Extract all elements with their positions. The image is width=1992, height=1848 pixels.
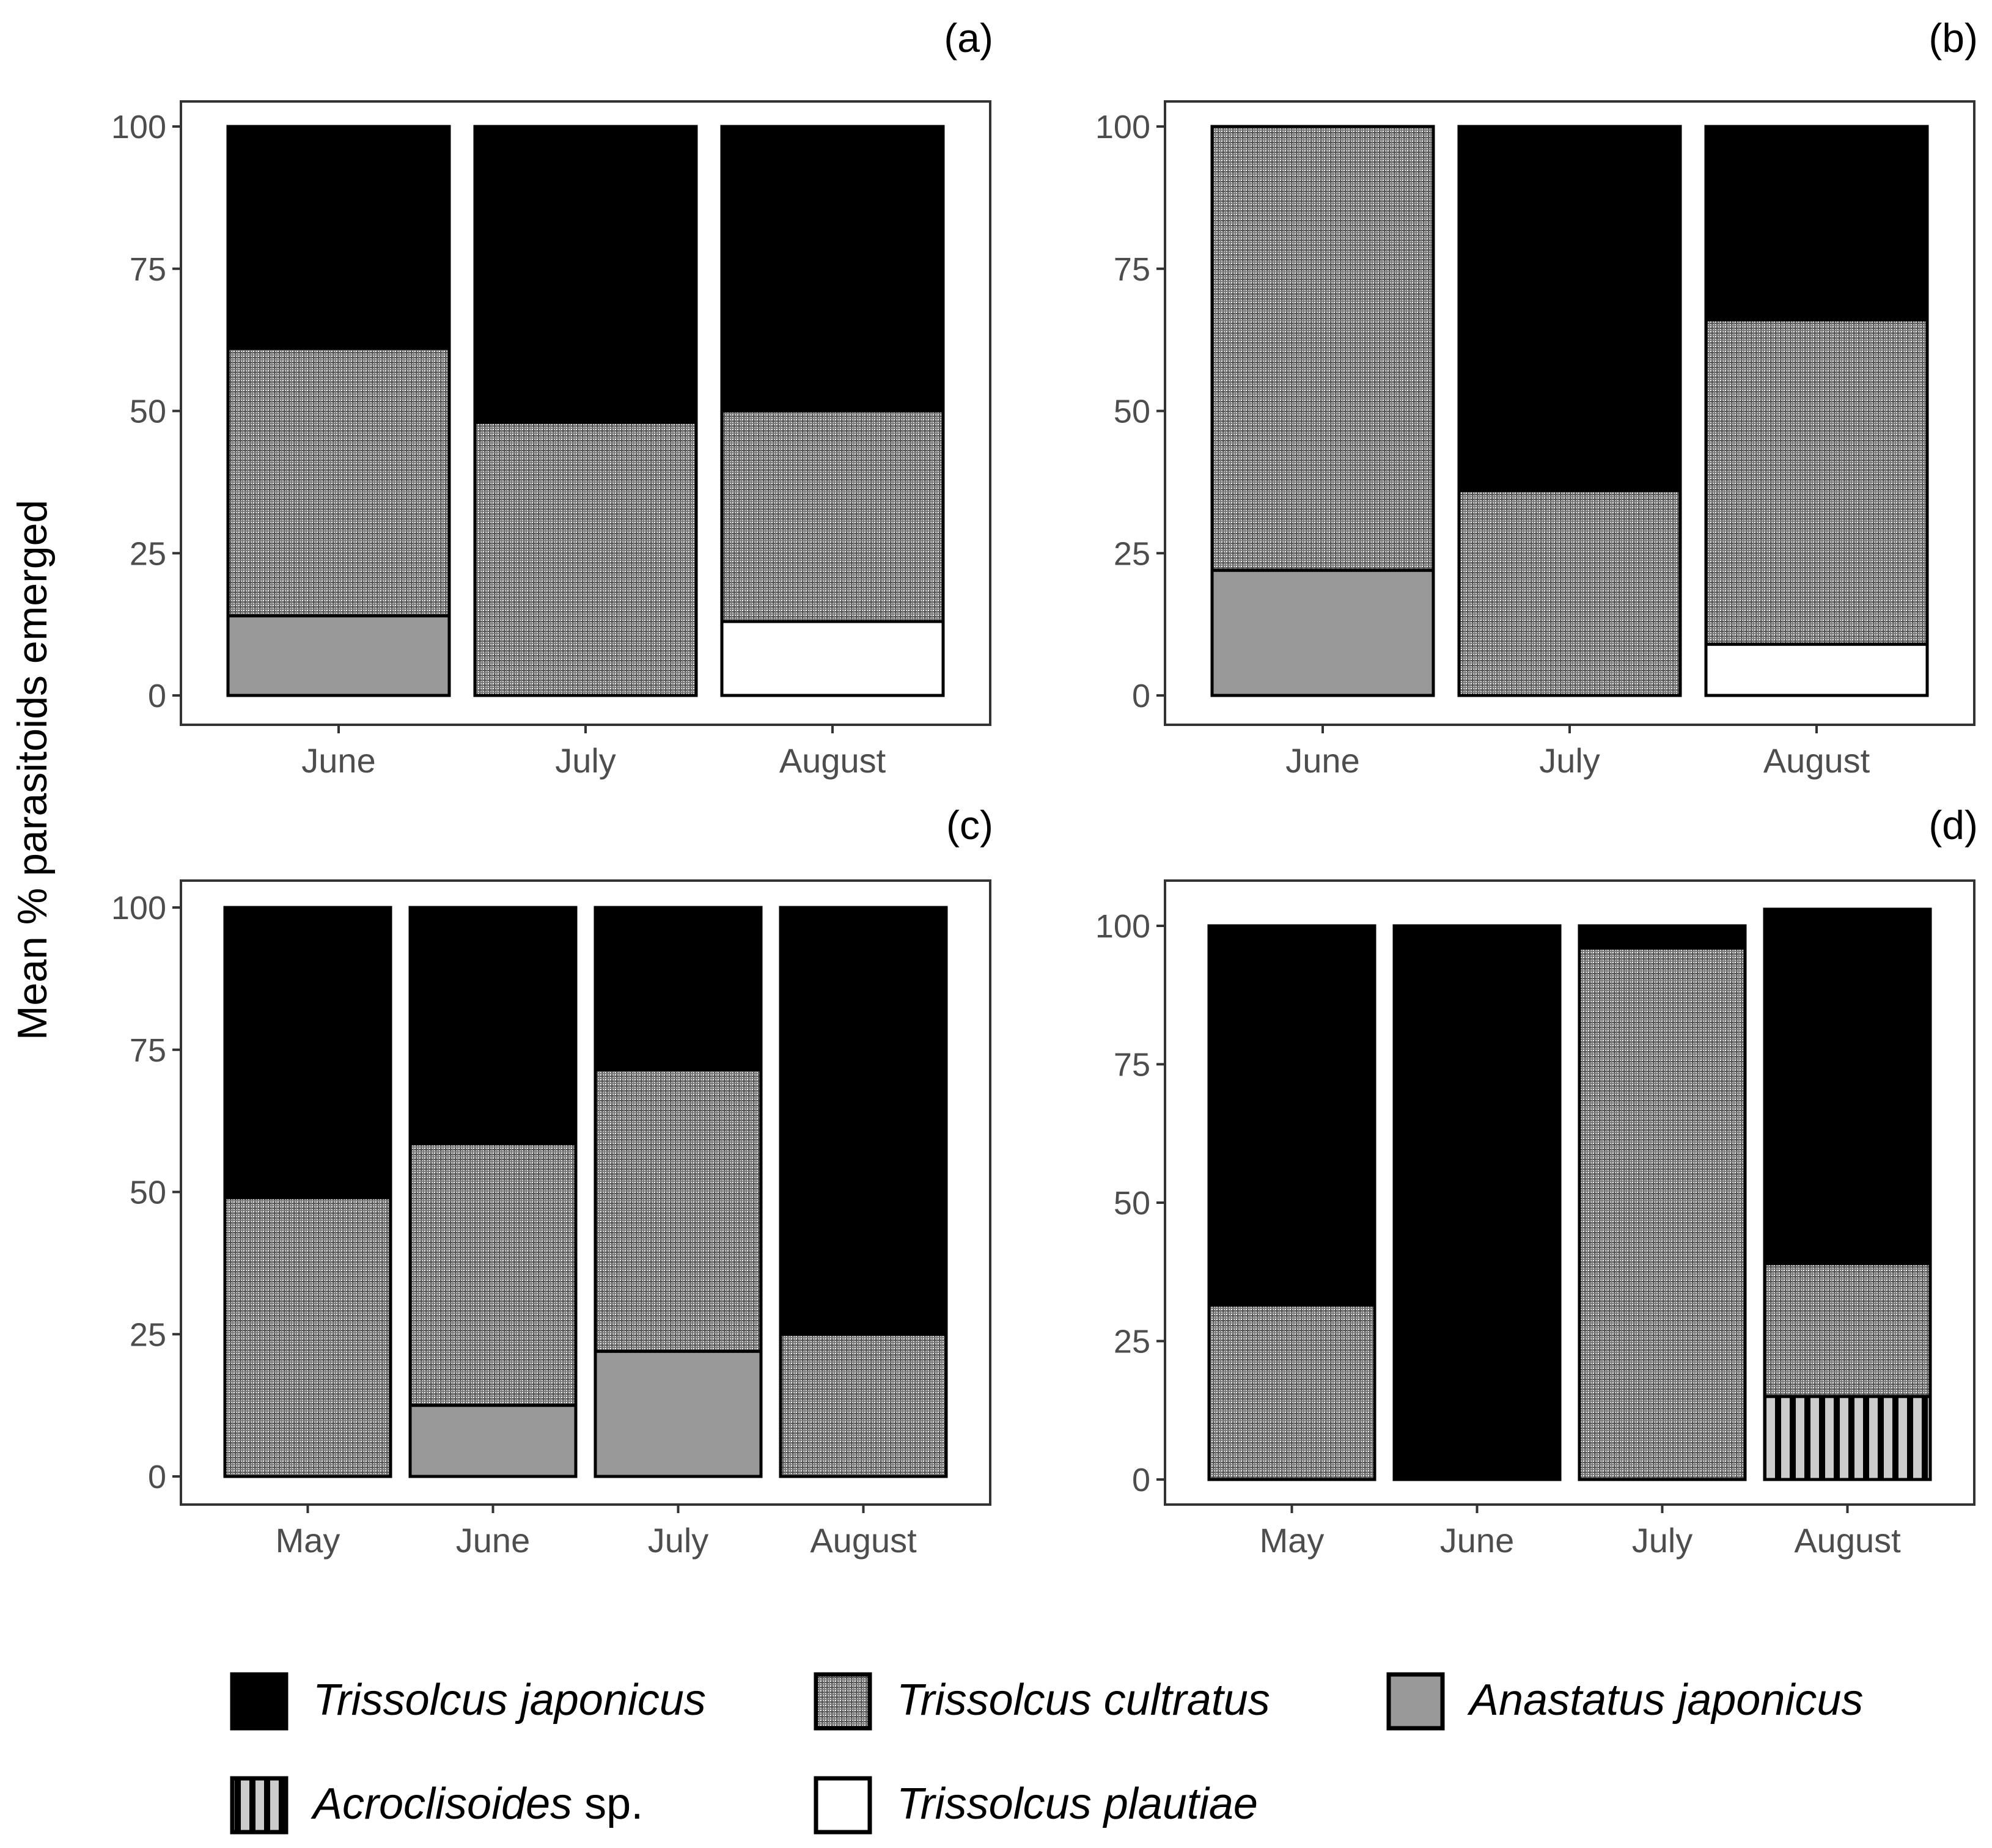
x-tick-label: July (1539, 741, 1600, 780)
legend-label-trissolcus-plautiae: Trissolcus plautiae (897, 1780, 1258, 1828)
bar-segment-trissolcus-japonicus (779, 906, 948, 1336)
x-tick-label: June (1285, 741, 1359, 780)
bar-segment-trissolcus-japonicus (223, 906, 392, 1200)
bar-segment-trissolcus-plautiae (1704, 642, 1929, 697)
legend-swatch-acroclisoides (230, 1776, 289, 1835)
panel-label: (a) (944, 15, 993, 61)
legend-species-name: Anastatus japonicus (1467, 1676, 1863, 1725)
legend-label-trissolcus-cultratus: Trissolcus cultratus (897, 1676, 1270, 1725)
bar-segment-trissolcus-cultratus (1457, 489, 1682, 697)
y-tick-label: 50 (1114, 1185, 1150, 1222)
bar-segment-anastatus-japonicus (226, 614, 451, 697)
y-tick-label: 0 (1132, 1462, 1150, 1498)
legend-species-name: Trissolcus plautiae (897, 1780, 1258, 1828)
y-tick-label: 0 (1132, 678, 1150, 714)
bar-segment-trissolcus-cultratus (223, 1196, 392, 1478)
y-tick-label: 75 (130, 1032, 166, 1069)
bar-segment-trissolcus-cultratus (594, 1068, 763, 1353)
bar-segment-trissolcus-cultratus (779, 1332, 948, 1478)
bar-segment-acroclisoides-sp (1763, 1395, 1932, 1481)
x-tick-label: August (1763, 741, 1870, 780)
y-tick-label: 50 (1114, 394, 1150, 430)
bar-segment-trissolcus-japonicus (1578, 924, 1747, 950)
bar-segment-trissolcus-plautiae (720, 620, 945, 697)
y-tick-label: 25 (130, 1316, 166, 1353)
legend-species-name: Trissolcus japonicus (313, 1676, 706, 1725)
y-tick-label: 100 (1095, 908, 1150, 945)
y-tick-label: 100 (111, 109, 166, 145)
x-tick-label: August (779, 741, 886, 780)
legend-label-trissolcus-japonicus: Trissolcus japonicus (313, 1676, 706, 1725)
panel-d: (d) 0 25 50 75 100 May June July August (1095, 802, 1978, 1560)
y-tick-label: 75 (1114, 251, 1150, 288)
y-tick-label: 50 (130, 394, 166, 430)
y-tick-label: 50 (130, 1175, 166, 1211)
x-tick-label: May (1260, 1521, 1325, 1560)
panel-c: (c) 0 25 50 75 100 May June July August (111, 802, 993, 1560)
panel-label: (c) (946, 802, 993, 848)
bar-segment-trissolcus-japonicus (1763, 908, 1932, 1266)
bar-segment-trissolcus-japonicus (720, 125, 945, 413)
x-tick-label: June (1440, 1521, 1514, 1560)
panel-label: (b) (1928, 15, 1978, 61)
panel-a: (a) 0 25 50 75 100 June July August (111, 15, 993, 780)
panel-label: (d) (1928, 802, 1978, 848)
bar-segment-trissolcus-japonicus (1392, 924, 1562, 1481)
panel-border (1164, 879, 1975, 1506)
bar-segment-trissolcus-cultratus (1210, 125, 1435, 572)
bar-segment-trissolcus-japonicus (408, 906, 578, 1145)
bar-segment-trissolcus-cultratus (1763, 1262, 1932, 1398)
y-tick-label: 75 (1114, 1047, 1150, 1084)
bar-segment-trissolcus-cultratus (1578, 946, 1747, 1481)
legend-species-name: Trissolcus cultratus (897, 1676, 1270, 1725)
legend-species-name: Acroclisoides (311, 1780, 572, 1828)
y-tick-label: 75 (130, 251, 166, 288)
y-axis-title: Mean % parasitoids emerged (9, 500, 56, 1040)
y-tick-label: 100 (111, 890, 166, 926)
x-tick-label: July (555, 741, 616, 780)
bar-segment-trissolcus-japonicus (594, 906, 763, 1071)
y-tick-label: 0 (148, 678, 166, 714)
x-tick-label: July (648, 1521, 709, 1560)
bar-segment-anastatus-japonicus (1210, 568, 1435, 697)
legend-label-acroclisoides: Acroclisoides sp. (311, 1780, 643, 1828)
x-tick-label: July (1632, 1521, 1693, 1560)
bar-segment-trissolcus-japonicus (473, 125, 698, 424)
legend-swatch-trissolcus-plautiae (814, 1776, 872, 1835)
x-tick-label: May (276, 1521, 340, 1560)
x-tick-label: June (456, 1521, 530, 1560)
bar-segment-trissolcus-japonicus (1457, 125, 1682, 493)
x-tick-label: August (810, 1521, 917, 1560)
y-tick-label: 25 (1114, 1324, 1150, 1360)
bar-segment-trissolcus-japonicus (226, 125, 451, 350)
panel-b: (b) 0 25 50 75 100 June July August (1095, 15, 1978, 780)
legend: Trissolcus japonicus Trissolcus cultratus… (230, 1672, 1863, 1835)
y-tick-label: 25 (1114, 535, 1150, 572)
bar-segment-trissolcus-japonicus (1704, 125, 1929, 322)
legend-swatch-trissolcus-cultratus (814, 1672, 872, 1731)
bar-segment-trissolcus-cultratus (1704, 318, 1929, 646)
legend-swatch-anastatus-japonicus (1386, 1672, 1445, 1731)
legend-species-suffix: sp. (572, 1780, 643, 1828)
y-tick-label: 100 (1095, 109, 1150, 145)
bar-segment-trissolcus-cultratus (1207, 1304, 1376, 1481)
bar-segment-trissolcus-japonicus (1207, 924, 1376, 1307)
y-tick-label: 0 (148, 1459, 166, 1495)
bar-segment-trissolcus-cultratus (408, 1142, 578, 1407)
bar-segment-anastatus-japonicus (594, 1349, 763, 1478)
legend-label-anastatus-japonicus: Anastatus japonicus (1467, 1676, 1863, 1725)
legend-swatch-trissolcus-japonicus (230, 1672, 289, 1731)
bar-segment-anastatus-japonicus (408, 1404, 578, 1478)
bar-segment-trissolcus-cultratus (720, 409, 945, 623)
y-tick-label: 25 (130, 535, 166, 572)
bar-segment-trissolcus-cultratus (226, 346, 451, 618)
x-tick-label: August (1794, 1521, 1901, 1560)
x-tick-label: June (301, 741, 375, 780)
bar-segment-trissolcus-cultratus (473, 420, 698, 697)
